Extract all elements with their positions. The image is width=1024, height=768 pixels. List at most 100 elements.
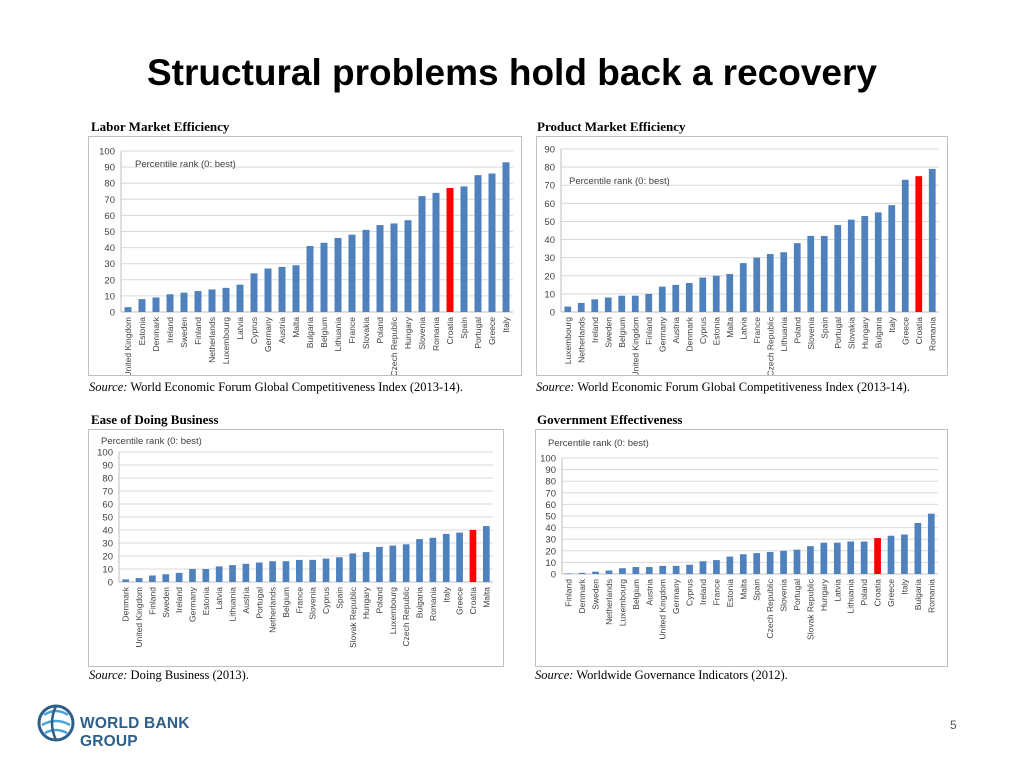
bar-sweden: [162, 574, 170, 582]
bar-slovak-republic: [807, 546, 814, 574]
x-tick-label: Portugal: [473, 317, 483, 349]
bar-croatia: [874, 538, 881, 574]
x-tick-label: Belgium: [319, 317, 329, 348]
y-tick-label: 50: [104, 227, 115, 238]
x-tick-label: Slovakia: [361, 317, 371, 349]
y-tick-label: 30: [545, 535, 556, 546]
bar-malta: [726, 273, 734, 312]
bar-croatia: [915, 176, 923, 312]
bar-spain: [336, 557, 343, 582]
x-tick-label: Czech Republic: [401, 586, 411, 646]
x-tick-label: Malta: [481, 587, 491, 608]
x-tick-label: Hungary: [361, 586, 371, 619]
x-tick-label: Netherlands: [604, 579, 614, 625]
x-tick-label: Romania: [431, 317, 441, 351]
bar-spain: [820, 235, 828, 312]
bar-belgium: [282, 561, 290, 582]
bar-portugal: [474, 175, 482, 312]
source-label: Source:: [535, 668, 574, 682]
bar-denmark: [578, 572, 586, 574]
x-tick-label: Poland: [792, 317, 802, 344]
y-tick-label: 90: [545, 465, 556, 476]
bar-portugal: [834, 225, 842, 312]
x-tick-label: Italy: [441, 586, 451, 602]
x-tick-label: Estonia: [137, 317, 147, 346]
x-tick-label: Austria: [241, 587, 251, 614]
bar-poland: [860, 541, 868, 574]
bar-czech-republic: [390, 223, 398, 312]
bar-netherlands: [208, 289, 216, 312]
x-tick-label: Croatia: [873, 579, 883, 607]
bar-latvia: [215, 566, 223, 582]
x-tick-label: Luxembourg: [617, 579, 627, 627]
x-tick-label: Denmark: [121, 586, 131, 621]
x-tick-label: Czech Republic: [765, 578, 775, 638]
x-tick-label: Slovenia: [779, 579, 789, 612]
bar-denmark: [685, 283, 693, 312]
bar-czech-republic: [766, 551, 774, 574]
x-tick-label: Greece: [900, 317, 910, 345]
bar-ireland: [699, 561, 707, 574]
y-tick-label: 90: [104, 163, 115, 174]
bar-poland: [376, 546, 383, 582]
x-tick-label: Luxembourg: [221, 317, 231, 365]
x-tick-label: Ireland: [174, 587, 184, 613]
chart-annotation: Percentile rank (0: best): [135, 159, 236, 170]
y-tick-label: 20: [545, 546, 556, 557]
bar-belgium: [618, 295, 626, 312]
x-tick-label: United Kingdom: [134, 587, 144, 647]
x-tick-label: Spain: [819, 317, 829, 339]
bar-lithuania: [229, 565, 236, 582]
x-tick-label: Sweden: [161, 587, 171, 618]
bar-hungary: [404, 220, 412, 312]
x-tick-label: Netherlands: [207, 317, 217, 363]
bar-portugal: [793, 549, 801, 574]
y-tick-label: 20: [544, 271, 555, 282]
y-tick-label: 40: [545, 523, 556, 534]
world-bank-logo: WORLD BANK GROUP: [36, 703, 236, 750]
y-tick-label: 70: [544, 181, 555, 192]
y-tick-label: 30: [102, 539, 113, 550]
y-tick-label: 30: [544, 253, 555, 264]
bar-cyprus: [322, 558, 330, 582]
x-tick-label: Luxembourg: [563, 317, 573, 365]
x-tick-label: Lithuania: [333, 317, 343, 352]
source-product: Source: World Economic Forum Global Comp…: [536, 380, 941, 395]
y-tick-label: 10: [544, 289, 555, 300]
x-tick-label: Netherlands: [268, 587, 278, 633]
bar-slovenia: [780, 550, 787, 574]
bar-italy: [901, 534, 908, 574]
chart-annotation: Percentile rank (0: best): [101, 436, 202, 447]
bar-slovak-republic: [349, 553, 357, 582]
x-tick-label: Slovenia: [417, 317, 427, 350]
bar-slovenia: [418, 196, 426, 312]
bar-france: [295, 559, 303, 582]
y-tick-label: 50: [102, 513, 113, 524]
x-tick-label: Slovak Republic: [805, 578, 815, 640]
bar-belgium: [632, 567, 640, 574]
bar-austria: [672, 284, 680, 312]
bar-germany: [658, 286, 666, 312]
bar-france: [348, 234, 356, 312]
x-tick-label: Hungary: [403, 316, 413, 349]
x-tick-label: Sweden: [591, 579, 601, 610]
y-tick-label: 10: [102, 565, 113, 576]
x-tick-label: Croatia: [445, 317, 455, 345]
bar-finland: [194, 291, 202, 312]
x-tick-label: Hungary: [860, 316, 870, 349]
x-tick-label: France: [294, 587, 304, 614]
bar-netherlands: [269, 561, 276, 582]
chart-product-market-efficiency: 0 10 20 30 40 50 60 70 80 90 Percentile rank (0: b…: [536, 136, 948, 376]
bar-slovenia: [807, 235, 815, 312]
x-tick-label: Latvia: [738, 317, 748, 340]
x-tick-label: France: [752, 317, 762, 344]
chart-ease-of-doing-business: 0 10 20 30 40 50 60 70 80 90 100 Percentile rank (0…: [88, 429, 504, 667]
bar-estonia: [202, 569, 210, 582]
bar-estonia: [712, 275, 720, 312]
bar-italy: [888, 205, 896, 312]
panel-title-gov-effectiveness: Government Effectiveness: [537, 412, 683, 427]
bar-sweden: [592, 571, 599, 574]
bar-croatia: [469, 530, 477, 582]
x-tick-label: Finland: [644, 317, 654, 345]
x-tick-label: Cyprus: [698, 317, 708, 344]
